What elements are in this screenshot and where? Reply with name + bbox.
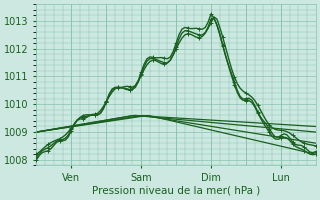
X-axis label: Pression niveau de la mer( hPa ): Pression niveau de la mer( hPa ) bbox=[92, 186, 260, 196]
